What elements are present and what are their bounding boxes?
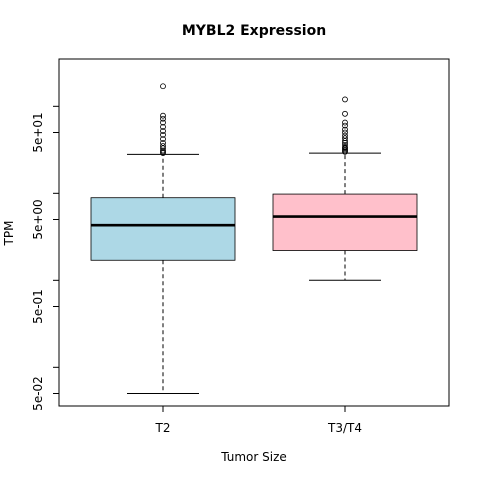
outlier-point bbox=[342, 119, 348, 126]
outlier-point bbox=[342, 96, 348, 103]
y-tick-label: 5e+00 bbox=[31, 199, 45, 239]
outlier-point bbox=[342, 148, 348, 155]
chart-title: MYBL2 Expression bbox=[182, 23, 326, 39]
y-tick-label: 5e-01 bbox=[31, 289, 45, 324]
outlier-point bbox=[342, 110, 348, 117]
outlier-point bbox=[160, 150, 166, 156]
outlier-point bbox=[160, 115, 166, 122]
iqr-box bbox=[90, 197, 236, 261]
x-tick-label: T3/T4 bbox=[327, 421, 362, 435]
box-t3-t4 bbox=[272, 96, 418, 281]
x-tick-label: T2 bbox=[155, 421, 171, 435]
outlier-point bbox=[342, 122, 348, 129]
plot-frame bbox=[58, 58, 450, 407]
outlier-point bbox=[160, 112, 166, 119]
iqr-box bbox=[272, 193, 418, 251]
outlier-point bbox=[160, 131, 166, 138]
outlier-point bbox=[342, 126, 348, 133]
x-axis-label: Tumor Size bbox=[220, 450, 287, 464]
outlier-point bbox=[342, 142, 348, 148]
outlier-point bbox=[160, 123, 166, 130]
outlier-point bbox=[160, 136, 166, 142]
outlier-point bbox=[160, 119, 166, 126]
x-axis: T2 T3/T4 bbox=[155, 406, 362, 435]
y-tick-label: 5e+01 bbox=[31, 112, 45, 152]
outlier-point bbox=[342, 138, 348, 144]
y-axis: 5e-02 5e-01 5e+00 5e+01 bbox=[31, 105, 59, 411]
outlier-point bbox=[160, 128, 166, 134]
outlier-point bbox=[160, 143, 166, 149]
outlier-point bbox=[160, 83, 166, 90]
y-tick-label: 5e-02 bbox=[31, 376, 45, 411]
outlier-point bbox=[342, 129, 348, 136]
box-t2 bbox=[90, 83, 236, 394]
box-group bbox=[90, 83, 418, 394]
y-axis-label: TPM bbox=[2, 221, 16, 247]
